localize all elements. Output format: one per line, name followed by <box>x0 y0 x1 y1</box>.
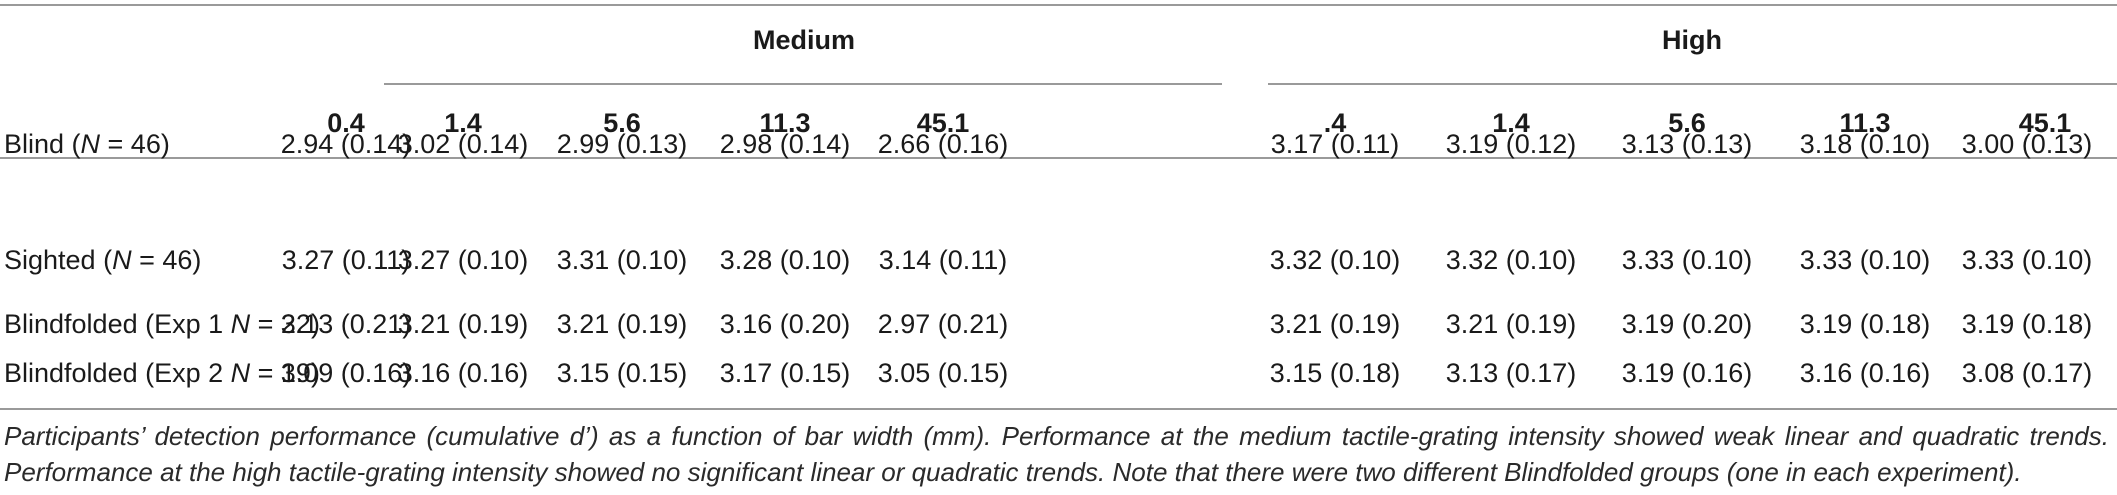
table-cell: 3.32 (0.10) <box>1269 245 1401 275</box>
column-header: 11.3 <box>1839 108 1891 138</box>
top-rule <box>0 4 2117 6</box>
column-header: .4 <box>1323 108 1347 138</box>
group-underline-medium <box>384 83 1222 85</box>
row-label: Blindfolded (Exp 2 N = 19) <box>4 358 320 388</box>
table-cell: 3.33 (0.10) <box>1799 245 1931 275</box>
table-cell: 3.19 (0.18) <box>1799 309 1931 339</box>
row-label: Blindfolded (Exp 1 N = 22) <box>4 309 320 339</box>
group-underline-high <box>1268 83 2117 85</box>
table-cell: 3.19 (0.12) <box>1445 129 1577 159</box>
table-cell: 3.33 (0.10) <box>1961 245 2093 275</box>
table-cell: 3.02 (0.14) <box>397 129 529 159</box>
table-cell: 3.31 (0.10) <box>556 245 688 275</box>
table-cell: 3.05 (0.15) <box>877 358 1009 388</box>
table-cell: 3.15 (0.15) <box>556 358 688 388</box>
table-cell: 3.21 (0.19) <box>1269 309 1401 339</box>
table-cell: 3.17 (0.15) <box>719 358 851 388</box>
table-cell: 3.13 (0.21) <box>280 309 412 339</box>
column-header: 5.6 <box>1668 108 1706 138</box>
table-cell: 3.27 (0.11) <box>281 245 411 275</box>
table-cell: 2.66 (0.16) <box>877 129 1009 159</box>
table-cell: 3.17 (0.11) <box>1270 129 1400 159</box>
table-cell: 3.16 (0.16) <box>1799 358 1931 388</box>
table-cell: 3.15 (0.18) <box>1269 358 1401 388</box>
column-header: 11.3 <box>759 108 811 138</box>
table-cell: 3.32 (0.10) <box>1445 245 1577 275</box>
table-cell: 3.19 (0.16) <box>1621 358 1753 388</box>
table-cell: 3.21 (0.19) <box>1445 309 1577 339</box>
table-cell: 2.99 (0.13) <box>556 129 688 159</box>
table-cell: 3.08 (0.17) <box>1961 358 2093 388</box>
table-cell: 3.27 (0.10) <box>397 245 529 275</box>
column-header: 1.4 <box>1492 108 1530 138</box>
row-label: Blind (N = 46) <box>4 129 170 159</box>
table-cell: 3.13 (0.13) <box>1621 129 1753 159</box>
column-header: 1.4 <box>444 108 482 138</box>
row-label: Sighted (N = 46) <box>4 245 202 275</box>
table-caption: Participants’ detection performance (cum… <box>4 421 2109 487</box>
table-cell: 3.21 (0.19) <box>556 309 688 339</box>
table-cell: 3.16 (0.16) <box>397 358 529 388</box>
table-cell: 3.21 (0.19) <box>397 309 529 339</box>
table-cell: 3.33 (0.10) <box>1621 245 1753 275</box>
table-cell: 3.09 (0.16) <box>280 358 412 388</box>
table-cell: 3.16 (0.20) <box>719 309 851 339</box>
table-cell: 3.28 (0.10) <box>719 245 851 275</box>
table-cell: 2.97 (0.21) <box>877 309 1009 339</box>
table-cell: 3.13 (0.17) <box>1445 358 1577 388</box>
column-header: 45.1 <box>916 108 970 138</box>
table-cell: 3.19 (0.20) <box>1621 309 1753 339</box>
bottom-rule <box>0 408 2117 410</box>
table-cell: 3.18 (0.10) <box>1799 129 1931 159</box>
group-header-high: High <box>1662 25 1722 55</box>
table-cell: 3.14 (0.11) <box>878 245 1008 275</box>
column-header: 5.6 <box>603 108 641 138</box>
column-header: 45.1 <box>2018 108 2072 138</box>
table-cell: 3.19 (0.18) <box>1961 309 2093 339</box>
table-cell: 3.00 (0.13) <box>1961 129 2093 159</box>
table-cell: 2.98 (0.14) <box>719 129 851 159</box>
column-header: 0.4 <box>327 108 365 138</box>
group-header-medium: Medium <box>752 25 855 55</box>
table-cell: 2.94 (0.14) <box>280 129 412 159</box>
header-rule <box>0 157 2117 159</box>
